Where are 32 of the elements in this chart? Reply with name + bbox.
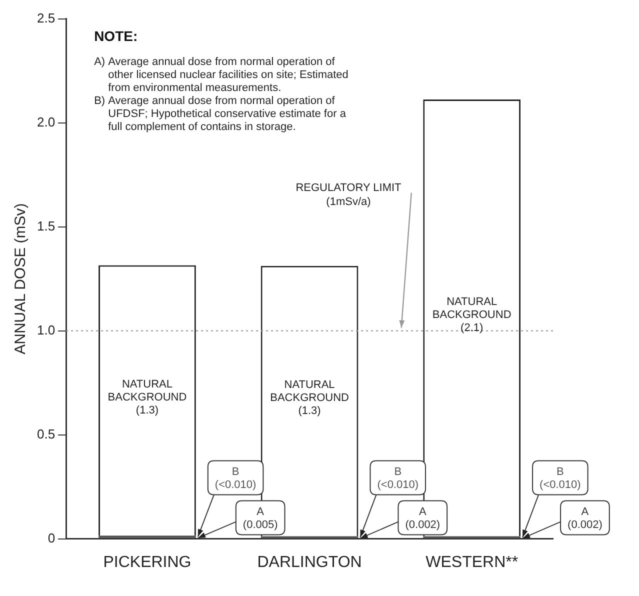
x-tick-label: DARLINGTON <box>257 554 362 571</box>
y-tick-label: 2.5 <box>36 10 56 26</box>
y-tick-label: 2.0 <box>36 114 56 130</box>
annotation: NOTE: <box>94 28 138 44</box>
text: B <box>394 466 402 478</box>
annotation: A) Average annual dose from normal operation of other licensed nuclear facilities on site; Estimated from environmental measurements. <box>94 56 348 94</box>
annotation: B) Average annual dose from normal operation of UFDSF; Hypothetical conservative estimate for a full complement of contains in storage. <box>94 94 347 133</box>
data-label: (<0.010) <box>540 478 581 491</box>
data-label: (0.002) <box>405 518 440 531</box>
data-label: (<0.010) <box>377 478 419 491</box>
series-label: A <box>256 506 265 518</box>
y-tick-label: 1.5 <box>36 218 56 234</box>
data-label: (0.002) <box>568 518 602 531</box>
text: A <box>581 506 589 518</box>
series-label: NATURAL BACKGROUND <box>108 378 187 404</box>
ref-line-label: REGULATORY LIMIT (1mSv/a) <box>296 182 402 208</box>
data-label: (<0.010) <box>214 478 256 491</box>
text: B <box>556 466 564 478</box>
y-tick-label: 1.0 <box>36 322 56 338</box>
text: B <box>232 466 240 478</box>
data-label: (1.3) <box>298 405 321 418</box>
text: A <box>418 506 426 518</box>
data-label: (0.005) <box>242 518 278 531</box>
text: NATURAL BACKGROUND <box>432 296 512 321</box>
data-label: (2.1) <box>460 322 484 334</box>
y-tick-label: 0 <box>48 530 56 546</box>
x-tick-label: PICKERING <box>103 554 192 571</box>
data-label: (1.3) <box>136 404 159 416</box>
y-tick-label: 0.5 <box>36 426 56 442</box>
x-tick-label: WESTERN** <box>426 554 518 571</box>
text: NATURAL BACKGROUND <box>270 379 349 404</box>
y-axis-title: ANNUAL DOSE (mSv) <box>12 203 30 354</box>
